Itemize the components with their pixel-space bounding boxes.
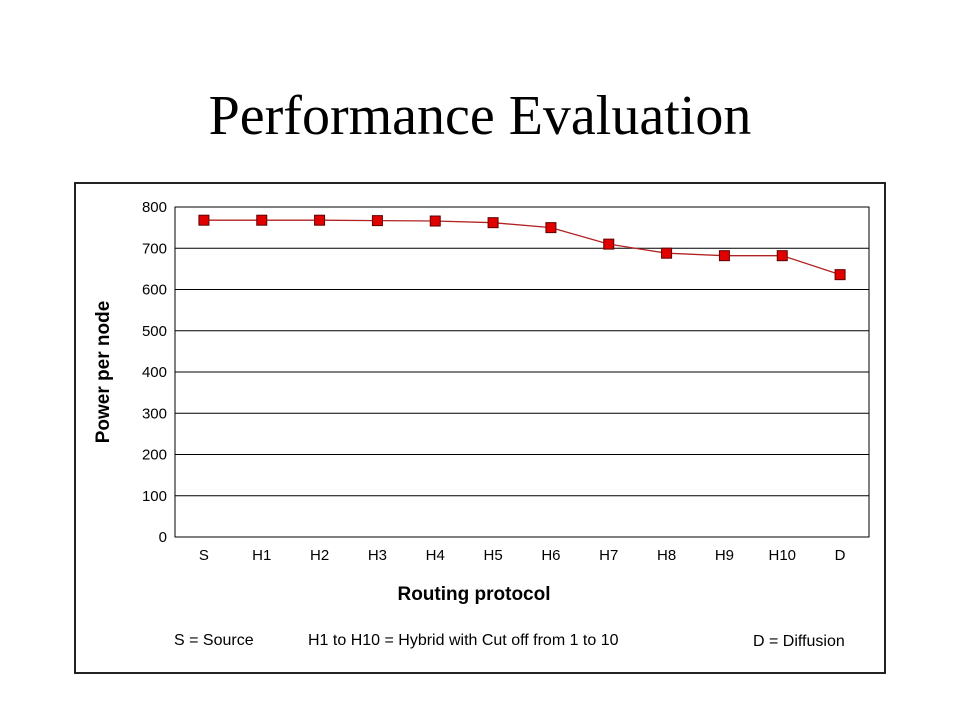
legend-note-hybrid: H1 to H10 = Hybrid with Cut off from 1 t… [308,632,619,649]
data-point-marker [256,214,268,226]
x-tick-label: H10 [768,547,796,564]
data-point-marker [487,217,499,229]
legend-note-diffusion: D = Diffusion [753,633,845,650]
y-axis-title: Power per node [93,301,114,444]
x-tick-label: H2 [310,547,329,564]
x-tick-label: H9 [715,547,734,564]
slide-title: Performance Evaluation [208,85,752,147]
x-tick-label: H7 [599,547,618,564]
x-tick-label: H8 [657,547,676,564]
data-point-marker [371,215,383,227]
x-tick-label: H5 [483,547,502,564]
data-point-marker [776,250,788,262]
x-tick-label: S [199,547,209,564]
data-point-marker [314,214,326,226]
x-tick-label: H3 [368,547,387,564]
line-chart: 0 100 200 300 400 500 600 700 800 S H1 H2 H3 H4 H5 H6 H… [93,199,870,650]
y-tick-label: 200 [142,447,167,464]
data-point-marker [834,269,846,281]
data-series [198,214,846,281]
y-tick-label: 500 [142,323,167,340]
chart-frame: 0 100 200 300 400 500 600 700 800 S H1 H2 H3 H4 H5 H6 H… [74,182,886,674]
y-tick-label: 300 [142,405,167,422]
data-point-marker [198,214,210,226]
legend-note-source: S = Source [174,632,254,649]
data-point-marker [429,215,441,227]
y-tick-label: 800 [142,199,167,216]
data-point-marker [545,222,557,234]
gridlines [175,206,869,538]
x-tick-label: H1 [252,547,271,564]
x-tick-label: D [835,547,846,564]
x-tick-label: H6 [541,547,560,564]
data-point-marker [603,238,615,250]
y-tick-label: 400 [142,364,167,381]
y-tick-label: 600 [142,282,167,299]
x-tick-label: H4 [426,547,445,564]
y-tick-label: 0 [159,529,167,546]
plot-area-border [174,206,870,538]
y-tick-label: 700 [142,240,167,257]
y-tick-label: 100 [142,488,167,505]
y-axis-ticks: 0 100 200 300 400 500 600 700 800 [142,199,167,546]
series-line [203,219,841,276]
data-point-marker [661,247,673,259]
data-point-marker [718,250,730,262]
x-axis-title: Routing protocol [397,584,550,605]
x-axis-ticks: S H1 H2 H3 H4 H5 H6 H7 H8 H9 H10 D [199,547,846,564]
